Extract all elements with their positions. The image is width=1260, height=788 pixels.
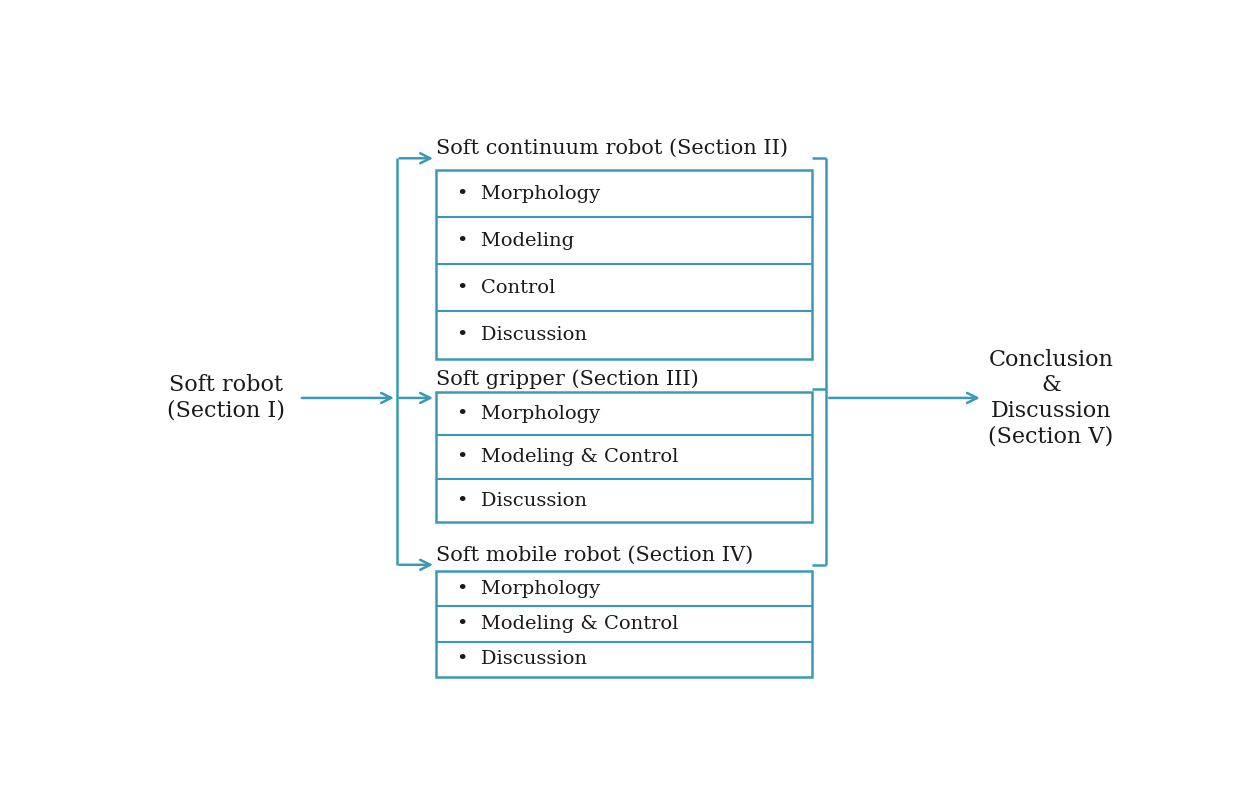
Text: •  Control: • Control — [457, 279, 556, 297]
Bar — [436, 170, 811, 359]
Text: Soft continuum robot (Section II): Soft continuum robot (Section II) — [436, 139, 788, 158]
Text: •  Modeling & Control: • Modeling & Control — [457, 615, 679, 633]
Text: •  Morphology: • Morphology — [457, 579, 601, 597]
Bar — [436, 392, 811, 522]
Text: •  Discussion: • Discussion — [457, 492, 587, 510]
Text: •  Morphology: • Morphology — [457, 404, 601, 422]
Text: Soft mobile robot (Section IV): Soft mobile robot (Section IV) — [436, 546, 753, 565]
Text: Soft gripper (Section III): Soft gripper (Section III) — [436, 369, 698, 388]
Bar — [436, 571, 811, 677]
Text: Soft robot
(Section I): Soft robot (Section I) — [166, 374, 285, 422]
Text: Conclusion
&
Discussion
(Section V): Conclusion & Discussion (Section V) — [988, 349, 1114, 447]
Text: •  Modeling: • Modeling — [457, 232, 575, 250]
Text: •  Morphology: • Morphology — [457, 185, 601, 203]
Text: •  Discussion: • Discussion — [457, 650, 587, 668]
Text: •  Discussion: • Discussion — [457, 326, 587, 344]
Text: •  Modeling & Control: • Modeling & Control — [457, 448, 679, 466]
